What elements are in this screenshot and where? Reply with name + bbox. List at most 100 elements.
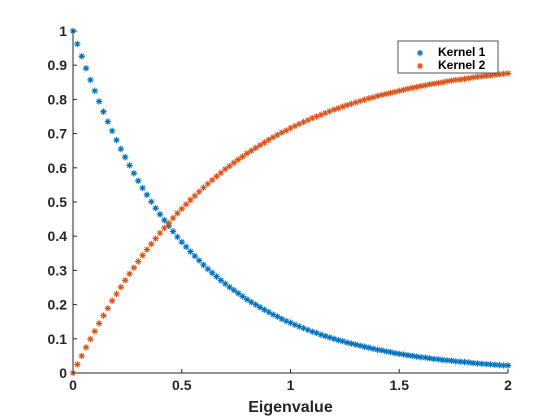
data-point [400, 351, 407, 358]
data-point [309, 115, 316, 122]
data-point [404, 352, 412, 359]
data-point [487, 72, 494, 79]
data-point [226, 162, 233, 170]
data-point [348, 340, 355, 347]
data-point [369, 345, 377, 352]
data-point [439, 356, 446, 364]
x-tick-label: 1 [287, 377, 295, 393]
data-point [269, 134, 277, 141]
legend-marker-kernel-1 [416, 49, 424, 57]
data-point [287, 319, 294, 326]
data-point [430, 80, 438, 87]
data-point [117, 283, 125, 291]
x-tick-label: 0.5 [172, 377, 192, 393]
data-point [504, 70, 512, 77]
data-point [87, 335, 94, 343]
legend-asterisk-icon [416, 62, 424, 70]
legend-box [397, 40, 499, 74]
data-point [282, 127, 290, 134]
data-point [504, 362, 512, 369]
data-point [187, 196, 194, 204]
data-point [435, 356, 442, 363]
data-point [300, 324, 307, 332]
data-point [235, 290, 242, 297]
data-point [291, 122, 299, 130]
data-point [108, 297, 116, 305]
data-point [135, 258, 142, 265]
data-point [491, 361, 499, 368]
data-point [178, 205, 185, 213]
data-point [148, 240, 155, 248]
y-tick-label: 0.1 [48, 331, 68, 347]
data-point [291, 321, 299, 328]
data-point [487, 361, 494, 368]
y-tick-label: 0.5 [48, 194, 68, 210]
data-point [378, 347, 386, 354]
legend-label-kernel-2: Kernel 2 [438, 58, 486, 72]
x-tick-label: 1.5 [390, 377, 410, 393]
data-point [374, 92, 381, 100]
y-tick-label: 0.8 [48, 91, 68, 107]
data-point [78, 352, 85, 360]
legend-marker-kernel-2 [416, 62, 424, 70]
data-point [300, 118, 307, 126]
data-point [474, 360, 481, 367]
data-point [309, 328, 316, 335]
data-point [474, 73, 481, 81]
data-point [478, 73, 486, 80]
data-point [161, 224, 168, 232]
data-point [422, 354, 429, 361]
data-point [152, 204, 159, 212]
data-point [230, 287, 238, 294]
data-point [274, 313, 281, 320]
data-point [322, 109, 329, 117]
legend: Kernel 1 Kernel 2 [397, 40, 499, 74]
data-point [448, 357, 455, 364]
data-point [435, 79, 442, 87]
data-point [313, 113, 320, 120]
data-point [261, 306, 268, 313]
data-point [383, 90, 390, 98]
data-point [304, 117, 312, 124]
data-point [82, 344, 90, 351]
x-axis-label: Eigenvalue [248, 399, 333, 416]
data-point [135, 177, 142, 184]
data-point [200, 184, 207, 191]
x-tick-label: 0 [69, 377, 77, 393]
data-point [226, 283, 233, 291]
data-point [483, 72, 490, 80]
data-point [130, 170, 138, 177]
data-point [496, 71, 503, 78]
data-point [317, 331, 325, 338]
data-point [296, 323, 303, 330]
data-point [443, 78, 451, 85]
data-point [500, 70, 507, 77]
data-point [204, 180, 212, 188]
data-point [343, 339, 351, 346]
y-tick-label: 0.4 [48, 228, 68, 244]
data-point [470, 74, 477, 81]
data-point [274, 131, 281, 139]
data-point [409, 352, 416, 360]
data-point [348, 100, 355, 108]
data-point [356, 342, 364, 349]
data-point [139, 184, 146, 192]
data-point [82, 65, 90, 72]
data-point [387, 89, 394, 97]
data-point [100, 312, 107, 319]
data-point [252, 301, 259, 308]
data-point [74, 40, 81, 48]
data-point [326, 334, 333, 341]
data-point [335, 336, 342, 344]
data-point [174, 210, 181, 217]
data-point [339, 337, 346, 345]
y-tick-label: 0.2 [48, 297, 68, 313]
data-point [396, 350, 403, 358]
data-point [174, 233, 181, 241]
data-point [409, 84, 416, 91]
data-point [117, 145, 125, 153]
data-point [95, 320, 103, 327]
data-point [243, 296, 251, 303]
data-point [143, 246, 151, 253]
data-point [169, 228, 177, 235]
